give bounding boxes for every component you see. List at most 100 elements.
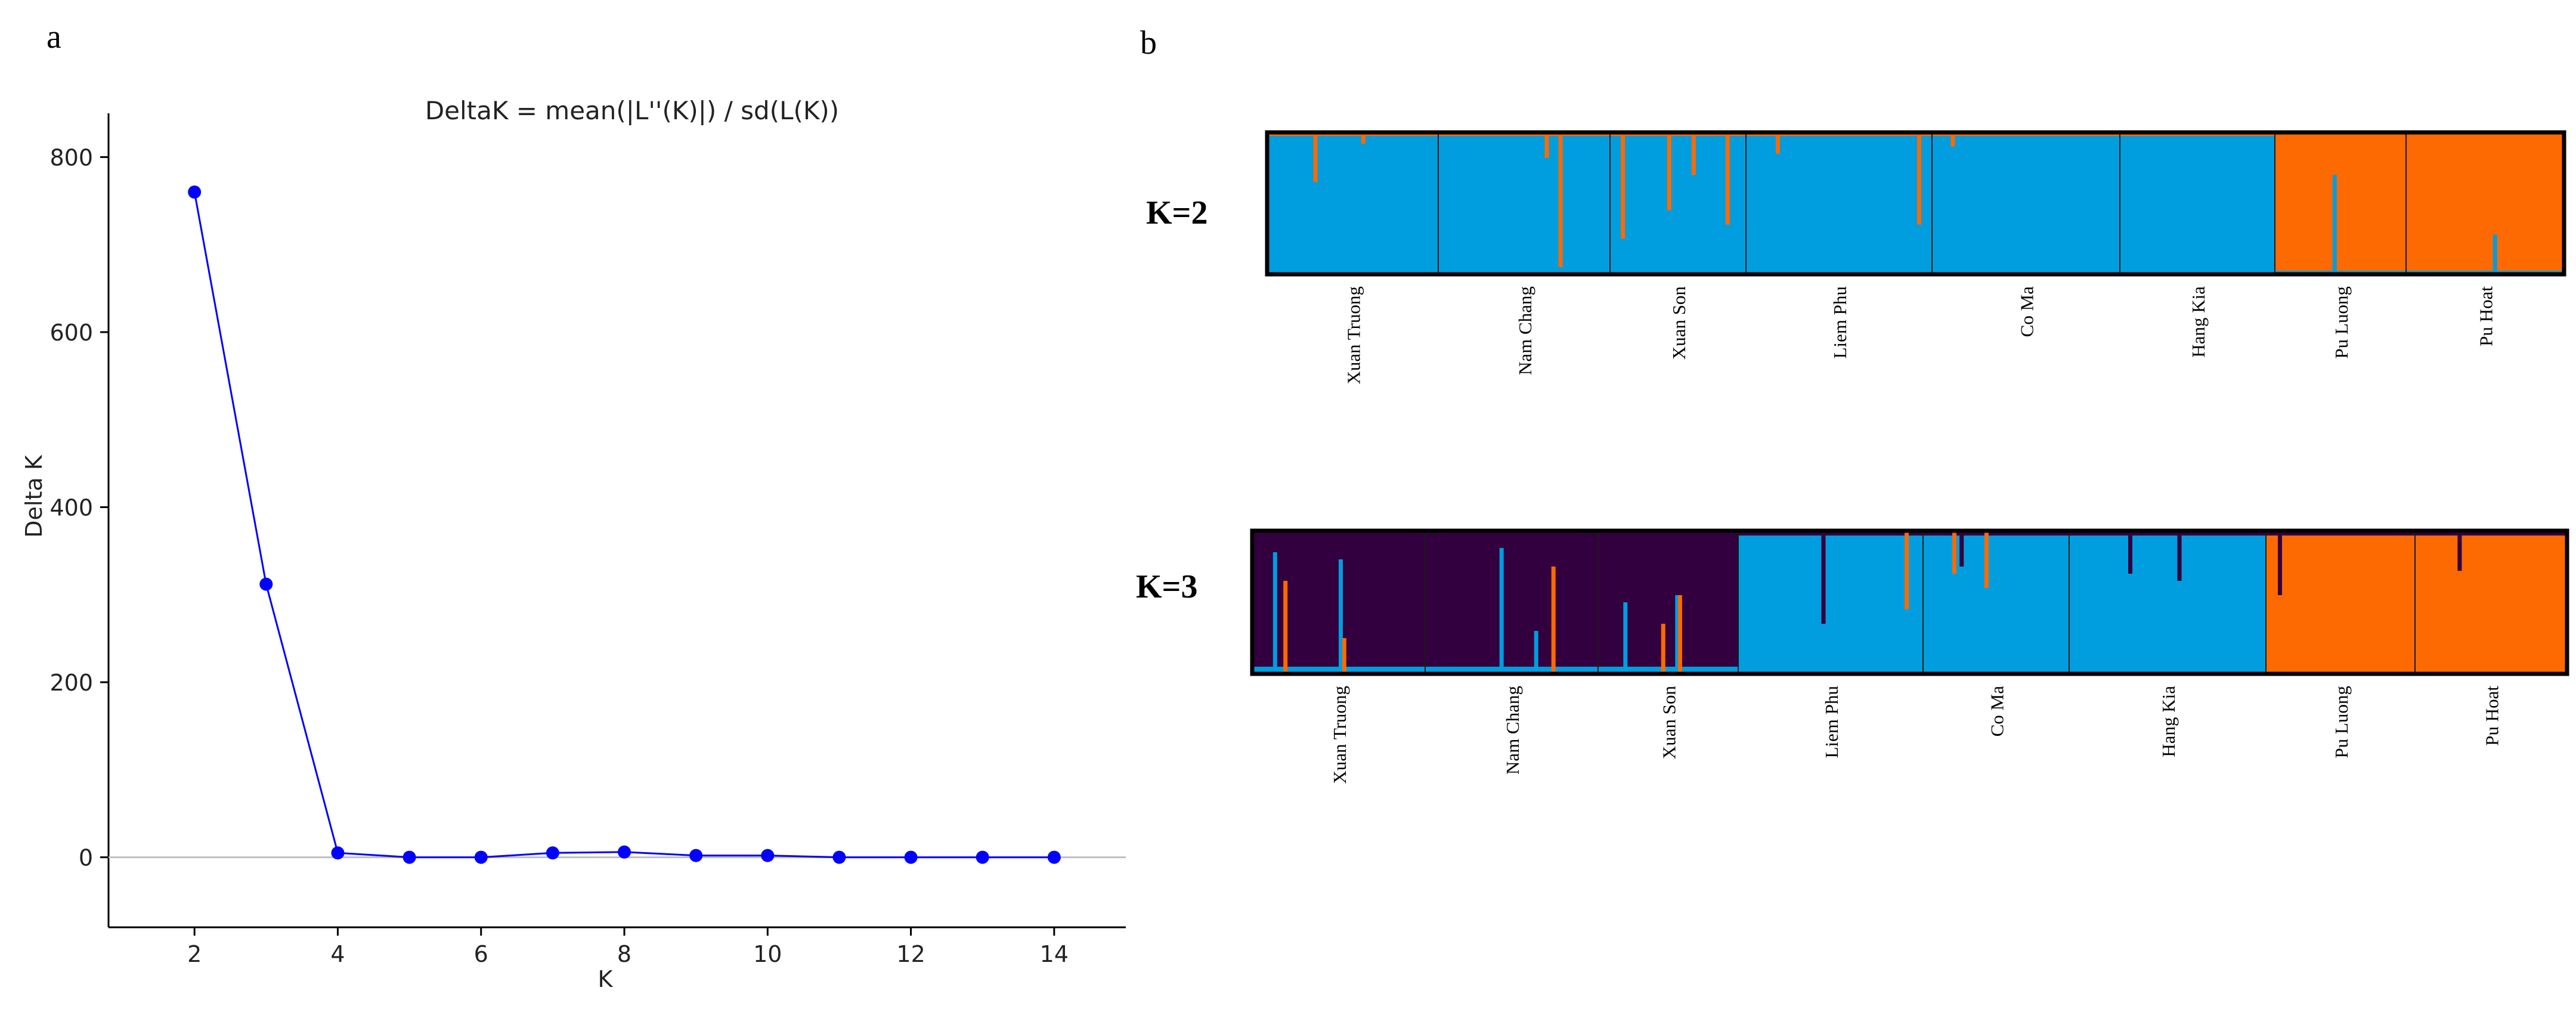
population-block bbox=[2120, 132, 2275, 274]
data-point bbox=[618, 845, 631, 859]
data-point bbox=[546, 846, 559, 860]
admixed-individual-bar bbox=[1661, 624, 1665, 674]
k-label: K=3 bbox=[1136, 568, 1197, 605]
admixed-individual-bar bbox=[1544, 132, 1549, 158]
data-point bbox=[474, 850, 488, 864]
x-axis-label: K bbox=[598, 966, 614, 992]
population-block bbox=[2275, 132, 2406, 274]
plot-frame bbox=[1250, 528, 2569, 676]
admixed-individual-bar bbox=[1667, 132, 1671, 211]
population-block bbox=[2266, 531, 2415, 674]
population-label: Xuan Truong bbox=[1329, 686, 1350, 784]
population-block bbox=[1923, 531, 2069, 674]
data-point bbox=[904, 850, 918, 864]
minor-cluster-strip bbox=[2266, 531, 2415, 536]
admixed-individual-bar bbox=[1821, 531, 1826, 624]
deltak-line-chart: 0 200 400 600 800 2 4 6 8 10 12 14 K Delta K DeltaK = … bbox=[21, 96, 1126, 992]
population-block bbox=[2415, 531, 2567, 674]
data-point bbox=[331, 846, 345, 860]
admixed-individual-bar bbox=[1675, 595, 1680, 674]
data-point bbox=[761, 849, 775, 862]
admixed-individual-bar bbox=[2128, 531, 2132, 574]
population-block bbox=[1932, 132, 2120, 274]
population-block bbox=[2406, 132, 2564, 274]
x-tick-label: 6 bbox=[474, 941, 488, 967]
admixed-individual-bar bbox=[1499, 547, 1504, 674]
admixed-individual-bar bbox=[1342, 638, 1346, 674]
data-point bbox=[976, 850, 989, 864]
population-block bbox=[1267, 132, 1438, 274]
y-tick-label: 600 bbox=[49, 320, 93, 346]
admixed-individual-bar bbox=[2332, 175, 2337, 274]
population-label: Xuan Truong bbox=[1343, 286, 1364, 385]
data-point bbox=[259, 577, 273, 591]
admixed-individual-bar bbox=[1952, 531, 1956, 574]
data-point bbox=[402, 850, 416, 864]
y-tick-label: 800 bbox=[49, 144, 93, 171]
population-block bbox=[1746, 132, 1932, 274]
population-label: Pu Hoat bbox=[2476, 286, 2497, 346]
admixed-individual-bar bbox=[1621, 132, 1626, 239]
x-tick-label: 4 bbox=[330, 941, 345, 967]
y-axis-label: Delta K bbox=[21, 454, 47, 537]
x-tick-label: 10 bbox=[753, 941, 782, 967]
admixed-individual-bar bbox=[2457, 531, 2462, 571]
admixed-individual-bar bbox=[1339, 559, 1343, 674]
admixed-individual-bar bbox=[2493, 234, 2497, 274]
minor-cluster-strip bbox=[2415, 531, 2567, 536]
y-tick-label: 0 bbox=[79, 845, 93, 871]
y-tick-label: 200 bbox=[49, 670, 93, 696]
admixed-individual-bar bbox=[1558, 132, 1563, 268]
population-label: Pu Luong bbox=[2331, 286, 2352, 358]
population-label: Pu Hoat bbox=[2482, 686, 2503, 746]
minor-cluster-strip bbox=[1738, 531, 1923, 536]
y-tick-label: 400 bbox=[49, 494, 93, 521]
population-block bbox=[1738, 531, 1923, 674]
population-label: Liem Phu bbox=[1821, 686, 1842, 758]
admixed-individual-bar bbox=[1272, 552, 1277, 674]
admixed-individual-bar bbox=[1775, 132, 1780, 154]
population-label: Xuan Son bbox=[1668, 286, 1689, 360]
chart-title: DeltaK = mean(|L''(K)|) / sd(L(K)) bbox=[425, 96, 839, 125]
plot-frame bbox=[1265, 130, 2566, 277]
admixed-individual-bar bbox=[1959, 531, 1964, 567]
x-tick-label: 14 bbox=[1040, 941, 1069, 967]
x-tick-label: 12 bbox=[896, 941, 925, 967]
x-tick-label: 8 bbox=[617, 941, 631, 967]
admixed-individual-bar bbox=[1677, 595, 1682, 674]
data-point bbox=[1047, 850, 1061, 864]
admixed-individual-bar bbox=[1313, 132, 1318, 182]
population-label: Hang Kia bbox=[2188, 286, 2209, 358]
panel-a-letter: a bbox=[47, 18, 61, 55]
x-tick-label: 2 bbox=[187, 941, 202, 967]
k-label: K=2 bbox=[1146, 194, 1208, 231]
minor-cluster-strip bbox=[2069, 531, 2266, 536]
population-label: Nam Chang bbox=[1502, 686, 1523, 775]
admixed-individual-bar bbox=[1725, 132, 1730, 225]
population-label: Co Ma bbox=[2017, 286, 2038, 337]
admixed-individual-bar bbox=[2278, 531, 2282, 595]
population-block bbox=[2069, 531, 2266, 674]
admixed-individual-bar bbox=[1691, 132, 1696, 175]
admixed-individual-bar bbox=[1984, 531, 1989, 588]
population-label: Nam Chang bbox=[1515, 286, 1535, 375]
admixed-individual-bar bbox=[1905, 531, 1909, 609]
minor-cluster-strip bbox=[1923, 531, 2069, 536]
admixed-individual-bar bbox=[1361, 132, 1366, 144]
panel-b-letter: b bbox=[1140, 24, 1157, 61]
population-label: Co Ma bbox=[1987, 686, 2008, 736]
data-point bbox=[689, 849, 703, 862]
data-point bbox=[832, 850, 846, 864]
population-block bbox=[1438, 132, 1610, 274]
population-label: Xuan Son bbox=[1659, 686, 1680, 760]
admixture-plot-k3 bbox=[1250, 528, 2569, 676]
population-block bbox=[1598, 531, 1738, 674]
admixed-individual-bar bbox=[2177, 531, 2182, 581]
admixed-individual-bar bbox=[1534, 631, 1538, 674]
admixture-plot-k2 bbox=[1265, 130, 2566, 277]
population-block bbox=[1610, 132, 1746, 274]
admixed-individual-bar bbox=[1917, 132, 1922, 225]
data-point bbox=[188, 185, 202, 199]
admixed-individual-bar bbox=[1551, 567, 1556, 674]
